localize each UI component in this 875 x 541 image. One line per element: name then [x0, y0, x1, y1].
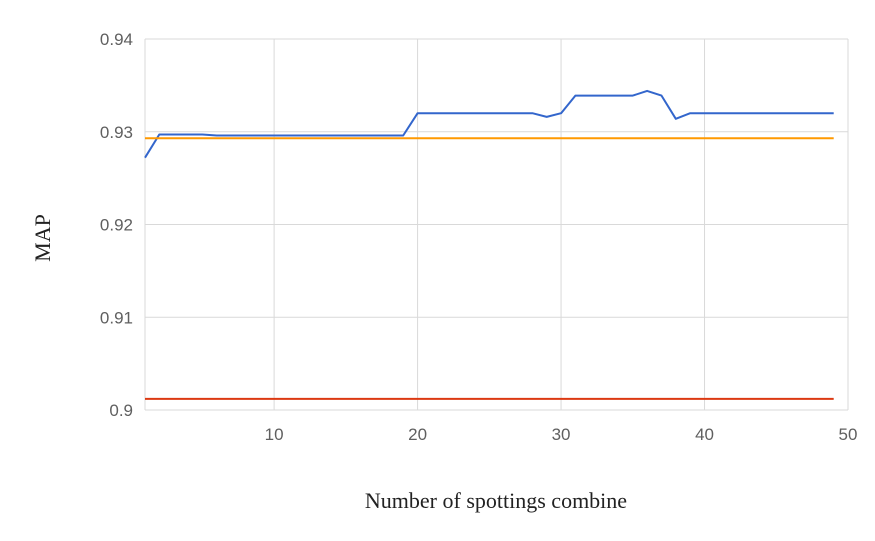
y-axis-ticks: 0.9 0.91 0.92 0.93 0.94: [100, 30, 133, 420]
x-tick-label: 50: [839, 425, 858, 444]
y-axis-title: MAP: [30, 214, 55, 262]
y-tick-label: 0.94: [100, 30, 133, 49]
y-tick-label: 0.92: [100, 216, 133, 235]
x-axis-title: Number of spottings combine: [365, 488, 627, 513]
x-tick-label: 30: [552, 425, 571, 444]
x-axis-ticks: 10 20 30 40 50: [265, 425, 858, 444]
series-lines: [144, 89, 834, 400]
x-tick-label: 20: [408, 425, 427, 444]
x-tick-label: 10: [265, 425, 284, 444]
y-tick-label: 0.93: [100, 123, 133, 142]
series-line-1: [144, 89, 834, 159]
y-tick-label: 0.9: [109, 401, 133, 420]
y-tick-label: 0.91: [100, 308, 133, 327]
x-tick-label: 40: [695, 425, 714, 444]
grid-lines: [144, 38, 849, 411]
